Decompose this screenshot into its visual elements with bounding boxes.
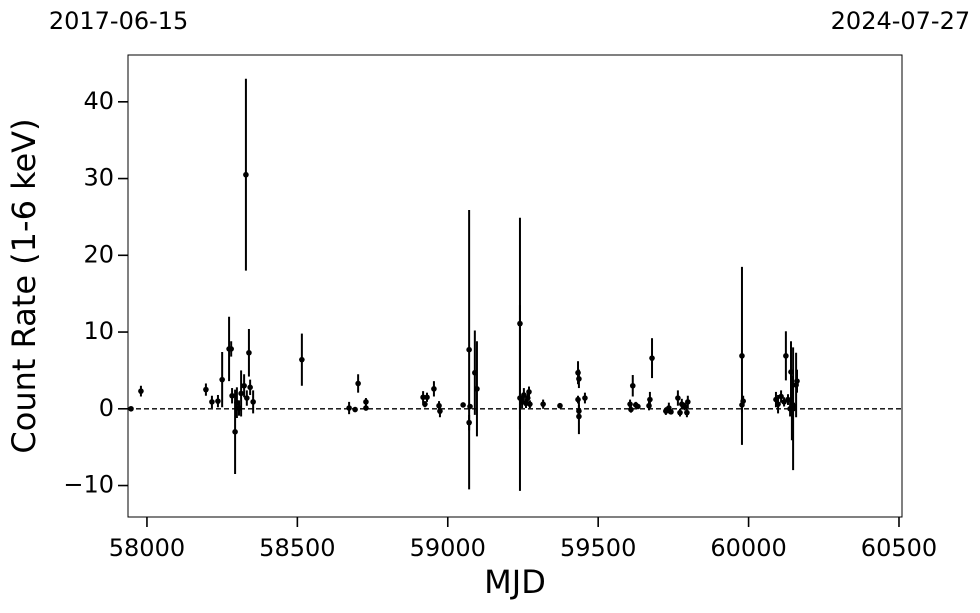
top-tick-label: 2017-06-15 <box>49 7 188 35</box>
data-point <box>675 395 681 401</box>
data-point <box>229 392 235 399</box>
data-point <box>540 401 546 407</box>
data-point <box>527 401 533 407</box>
data-point <box>627 401 633 407</box>
x-tick-label: 60000 <box>710 534 786 562</box>
data-point <box>138 388 144 394</box>
data-point <box>629 382 636 389</box>
data-point <box>740 398 746 404</box>
top-tick-label: 2024-07-27 <box>831 7 970 35</box>
data-point <box>219 376 225 383</box>
data-point <box>352 406 358 413</box>
y-tick-label: 0 <box>99 394 114 422</box>
data-point <box>209 399 215 405</box>
data-point <box>244 395 250 401</box>
data-point <box>241 382 247 389</box>
data-point <box>238 390 244 397</box>
plot-frame <box>127 54 903 518</box>
data-point <box>649 355 655 361</box>
data-point <box>794 378 800 384</box>
data-point <box>299 356 305 363</box>
y-axis-label: Count Rate (1-6 keV) <box>5 118 43 453</box>
y-tick-label: −10 <box>63 471 114 499</box>
data-point <box>668 409 674 415</box>
data-point <box>783 353 789 359</box>
data-point <box>467 403 473 410</box>
data-point <box>250 399 256 405</box>
y-tick-label: 30 <box>83 164 114 192</box>
data-point <box>228 346 234 352</box>
data-point <box>628 406 634 413</box>
data-point <box>677 409 683 416</box>
x-tick-label: 58000 <box>109 534 185 562</box>
data-point <box>647 396 653 403</box>
data-point <box>526 389 532 395</box>
data-point <box>203 386 209 393</box>
data-point <box>685 399 691 405</box>
data-point <box>431 386 437 392</box>
data-point <box>682 403 688 410</box>
data-point <box>363 399 369 405</box>
y-tick-label: 20 <box>83 240 114 268</box>
data-point <box>346 405 352 411</box>
x-tick-label: 58500 <box>259 534 335 562</box>
data-point <box>576 376 582 382</box>
data-point <box>521 392 527 398</box>
data-point <box>247 384 253 391</box>
data-point <box>460 402 466 408</box>
x-axis-label: MJD <box>484 563 546 601</box>
data-point <box>215 398 221 404</box>
data-point <box>778 393 784 400</box>
data-point <box>775 401 781 407</box>
data-point <box>355 380 361 387</box>
data-point <box>785 396 791 403</box>
data-point <box>739 353 745 359</box>
data-point <box>684 409 690 416</box>
data-point <box>243 171 249 178</box>
data-point <box>363 405 369 411</box>
data-point <box>128 405 134 412</box>
x-tick-label: 59000 <box>410 534 486 562</box>
data-point <box>466 346 472 353</box>
data-point <box>437 408 443 414</box>
data-point <box>422 401 428 407</box>
data-point <box>420 394 426 401</box>
data-point <box>232 429 238 435</box>
data-point <box>474 386 480 392</box>
data-point <box>557 402 563 409</box>
data-point <box>466 419 472 426</box>
data-point <box>582 395 588 401</box>
x-tick-label: 60500 <box>861 534 937 562</box>
data-point <box>635 403 641 410</box>
data-point <box>246 349 252 356</box>
y-tick-label: 40 <box>83 87 114 115</box>
y-tick-label: 10 <box>83 317 114 345</box>
data-point <box>424 394 430 401</box>
x-tick-label: 59500 <box>560 534 636 562</box>
data-point <box>576 413 582 420</box>
